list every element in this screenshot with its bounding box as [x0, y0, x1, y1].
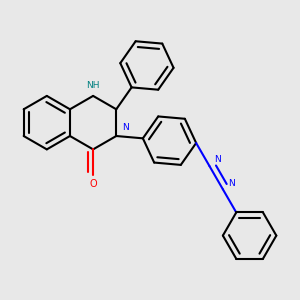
Text: O: O	[89, 179, 97, 189]
Text: N: N	[228, 179, 234, 188]
Text: N: N	[122, 123, 129, 132]
Text: NH: NH	[86, 81, 100, 90]
Text: N: N	[214, 155, 221, 164]
